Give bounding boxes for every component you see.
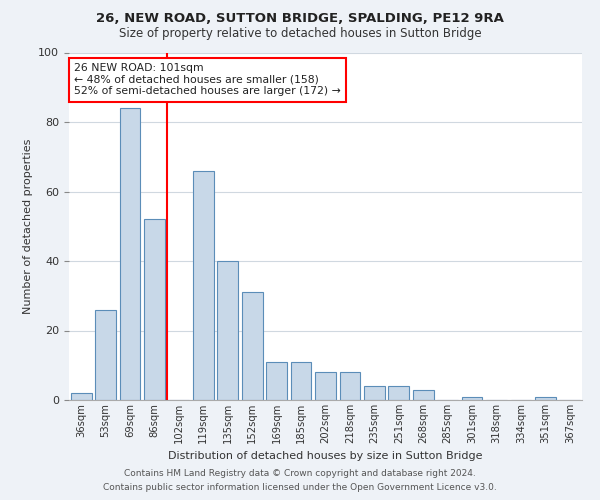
Bar xyxy=(315,372,336,400)
Text: 26 NEW ROAD: 101sqm
← 48% of detached houses are smaller (158)
52% of semi-detac: 26 NEW ROAD: 101sqm ← 48% of detached ho… xyxy=(74,63,341,96)
Bar xyxy=(119,108,140,400)
Bar xyxy=(340,372,361,400)
Bar xyxy=(461,396,482,400)
Y-axis label: Number of detached properties: Number of detached properties xyxy=(23,138,33,314)
Bar xyxy=(193,170,214,400)
Bar xyxy=(364,386,385,400)
X-axis label: Distribution of detached houses by size in Sutton Bridge: Distribution of detached houses by size … xyxy=(168,452,483,462)
Bar xyxy=(95,310,116,400)
Bar xyxy=(144,220,165,400)
Bar xyxy=(266,362,287,400)
Bar xyxy=(290,362,311,400)
Bar xyxy=(413,390,434,400)
Bar xyxy=(242,292,263,400)
Text: 26, NEW ROAD, SUTTON BRIDGE, SPALDING, PE12 9RA: 26, NEW ROAD, SUTTON BRIDGE, SPALDING, P… xyxy=(96,12,504,26)
Text: Contains public sector information licensed under the Open Government Licence v3: Contains public sector information licen… xyxy=(103,484,497,492)
Bar xyxy=(71,393,92,400)
Bar xyxy=(535,396,556,400)
Text: Contains HM Land Registry data © Crown copyright and database right 2024.: Contains HM Land Registry data © Crown c… xyxy=(124,468,476,477)
Bar xyxy=(388,386,409,400)
Bar xyxy=(217,261,238,400)
Text: Size of property relative to detached houses in Sutton Bridge: Size of property relative to detached ho… xyxy=(119,28,481,40)
